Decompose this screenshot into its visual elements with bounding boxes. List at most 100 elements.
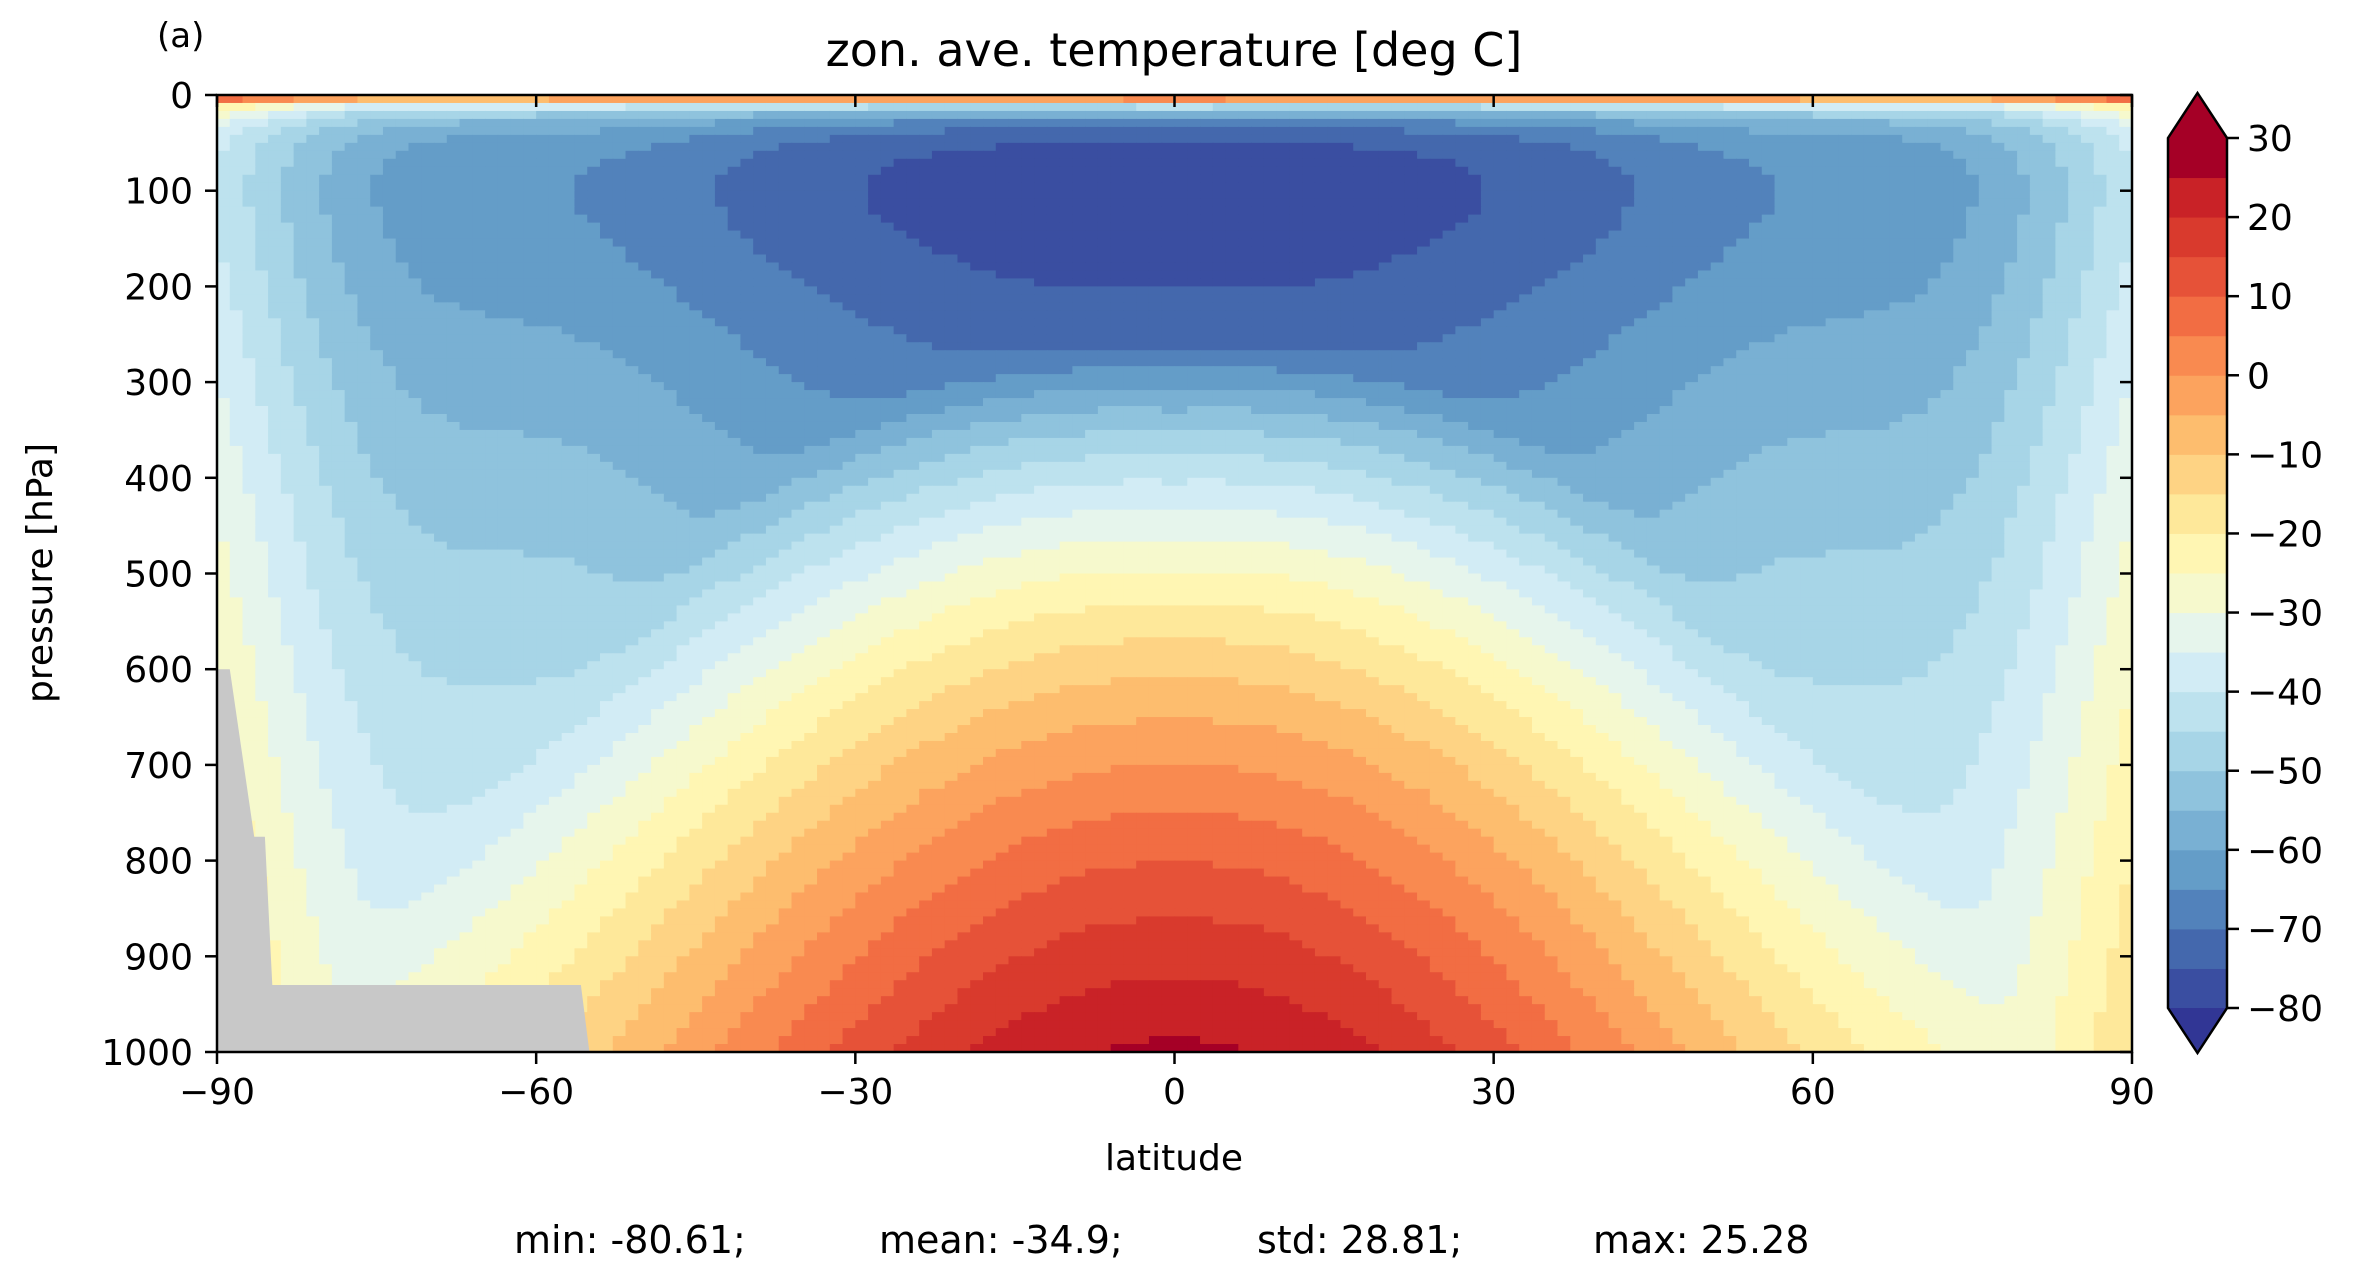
contour-cell xyxy=(1621,206,1635,216)
contour-cell xyxy=(1480,286,1495,295)
contour-cell xyxy=(1697,334,1712,343)
contour-cell xyxy=(293,142,307,152)
contour-cell xyxy=(217,350,231,359)
contour-cell xyxy=(344,206,359,216)
contour-cell xyxy=(1340,214,1354,224)
contour-cell xyxy=(1072,350,1086,359)
contour-cell xyxy=(906,150,920,160)
contour-cell xyxy=(408,230,422,240)
contour-cell xyxy=(1519,286,1533,295)
contour-cell xyxy=(523,118,537,128)
contour-cell xyxy=(931,118,946,128)
contour-cell xyxy=(1889,118,1903,128)
contour-cell xyxy=(421,206,435,216)
contour-cell xyxy=(740,214,754,224)
contour-cell xyxy=(1314,302,1329,311)
contour-cell xyxy=(727,230,742,240)
contour-cell xyxy=(1123,310,1137,319)
contour-cell xyxy=(1340,142,1354,152)
contour-cell xyxy=(319,118,333,128)
contour-cell xyxy=(1531,182,1546,192)
contour-cell xyxy=(778,134,793,144)
contour-cell xyxy=(1672,294,1686,303)
contour-cell xyxy=(587,198,601,208)
contour-cell xyxy=(2029,198,2044,208)
contour-cell xyxy=(1710,174,1725,184)
contour-cell xyxy=(651,350,665,359)
contour-cell xyxy=(331,326,346,335)
contour-cell xyxy=(255,326,269,335)
contour-cell xyxy=(1557,262,1571,272)
contour-cell xyxy=(370,326,384,335)
contour-cell xyxy=(485,102,499,112)
contour-cell xyxy=(1978,246,1993,256)
contour-cell xyxy=(574,95,588,104)
contour-cell xyxy=(408,110,422,120)
contour-cell xyxy=(983,334,997,343)
contour-cell xyxy=(1097,134,1112,144)
contour-cell xyxy=(434,190,448,200)
contour-cell xyxy=(778,262,793,272)
contour-cell xyxy=(1506,350,1520,359)
contour-cell xyxy=(868,350,882,359)
contour-cell xyxy=(1097,238,1112,248)
contour-cell xyxy=(2080,126,2095,136)
contour-cell xyxy=(536,238,550,248)
contour-cell xyxy=(1634,326,1648,335)
contour-cell xyxy=(906,254,920,264)
contour-cell xyxy=(1519,158,1533,168)
contour-cell xyxy=(893,150,907,160)
contour-cell xyxy=(293,206,307,216)
contour-cell xyxy=(2055,262,2069,272)
contour-cell xyxy=(1953,102,1967,112)
contour-cell xyxy=(268,190,282,200)
contour-cell xyxy=(382,350,397,359)
contour-cell xyxy=(459,358,473,367)
contour-cell xyxy=(242,198,256,208)
contour-cell xyxy=(1302,118,1316,128)
contour-cell xyxy=(268,238,282,248)
contour-cell xyxy=(370,174,384,184)
contour-cell xyxy=(2042,342,2056,351)
contour-cell xyxy=(1838,126,1852,136)
contour-cell xyxy=(2080,270,2095,280)
contour-cell xyxy=(1736,102,1750,112)
contour-cell xyxy=(1812,134,1827,144)
contour-cell xyxy=(1455,326,1469,335)
contour-cell xyxy=(1136,142,1150,152)
contour-cell xyxy=(1212,318,1227,327)
contour-cell xyxy=(382,230,397,240)
contour-cell xyxy=(1697,262,1712,272)
contour-cell xyxy=(1468,198,1482,208)
contour-cell xyxy=(434,254,448,264)
contour-cell xyxy=(1225,254,1239,264)
contour-cell xyxy=(944,134,959,144)
contour-cell xyxy=(1366,206,1380,216)
contour-cell xyxy=(1825,134,1839,144)
contour-cell xyxy=(1263,174,1278,184)
contour-cell xyxy=(1812,286,1827,295)
contour-cell xyxy=(472,158,486,168)
contour-cell xyxy=(229,238,244,248)
contour-cell xyxy=(1991,222,2005,232)
contour-cell xyxy=(1429,246,1444,256)
contour-cell xyxy=(1148,326,1163,335)
contour-cell xyxy=(587,294,601,303)
contour-cell xyxy=(1940,334,1954,343)
contour-cell xyxy=(919,230,933,240)
contour-cell xyxy=(1429,158,1444,168)
contour-cell xyxy=(1787,238,1801,248)
contour-cell xyxy=(983,190,997,200)
contour-cell xyxy=(702,246,716,256)
contour-cell xyxy=(1595,166,1610,176)
contour-cell xyxy=(1378,206,1393,216)
contour-cell xyxy=(1978,110,1993,120)
contour-cell xyxy=(472,142,486,152)
contour-cell xyxy=(523,214,537,224)
contour-cell xyxy=(2093,350,2108,359)
contour-cell xyxy=(1468,150,1482,160)
contour-cell xyxy=(395,350,410,359)
contour-cell xyxy=(1774,294,1788,303)
contour-cell xyxy=(1302,190,1316,200)
contour-cell xyxy=(1442,166,1456,176)
